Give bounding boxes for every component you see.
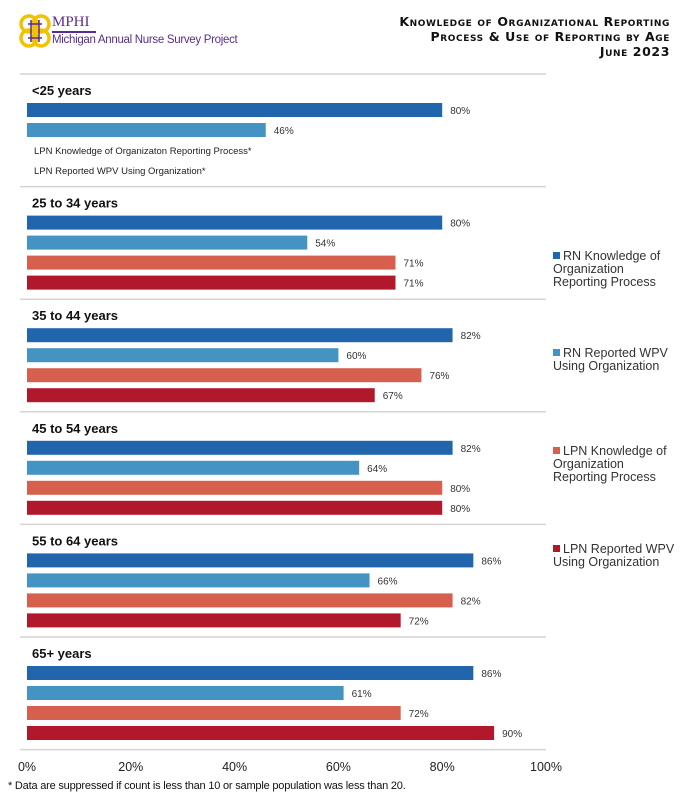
data-label: 80%	[450, 219, 470, 230]
legend-swatch	[553, 252, 560, 259]
title-line: Knowledge of Organizational Reporting	[399, 14, 670, 29]
x-tick-label: 20%	[118, 760, 143, 774]
footnote: * Data are suppressed if count is less t…	[8, 780, 406, 792]
bar	[27, 613, 401, 628]
logo-knot-icon	[19, 14, 51, 48]
bar	[27, 500, 443, 515]
legend-label: RN Knowledge of Organization Reporting P…	[553, 249, 661, 289]
chart-title: Knowledge of Organizational Reporting Pr…	[399, 14, 670, 59]
data-label: 80%	[450, 106, 470, 117]
suppressed-note: LPN Reported WPV Using Organization*	[34, 166, 206, 177]
category-label: 65+ years	[32, 646, 92, 661]
data-label: 82%	[461, 331, 481, 342]
category-label: 35 to 44 years	[32, 308, 118, 323]
bar	[27, 215, 443, 230]
category-label: 25 to 34 years	[32, 196, 118, 211]
logo-name: MPHI	[52, 14, 96, 33]
suppressed-note: LPN Knowledge of Organizaton Reporting P…	[34, 146, 252, 157]
data-label: 72%	[409, 709, 429, 720]
legend-item: RN Reported WPV Using Organization	[553, 347, 678, 373]
title-line: June 2023	[599, 44, 670, 59]
x-tick-label: 100%	[530, 760, 562, 774]
x-tick-label: 60%	[326, 760, 351, 774]
bar	[27, 255, 396, 270]
data-label: 60%	[346, 351, 366, 362]
legend-item: RN Knowledge of Organization Reporting P…	[553, 250, 678, 289]
data-label: 86%	[481, 669, 501, 680]
category-label: 55 to 64 years	[32, 533, 118, 548]
bar	[27, 593, 453, 608]
data-label: 72%	[409, 616, 429, 627]
bar	[27, 348, 339, 363]
data-label: 64%	[367, 464, 387, 475]
data-label: 66%	[378, 576, 398, 587]
data-label: 90%	[502, 729, 522, 740]
logo-subtitle: Michigan Annual Nurse Survey Project	[52, 34, 238, 46]
bar	[27, 666, 474, 680]
bar	[27, 573, 370, 588]
legend-label: RN Reported WPV Using Organization	[553, 346, 668, 373]
data-label: 80%	[450, 504, 470, 515]
data-label: 82%	[461, 444, 481, 455]
legend-item: LPN Reported WPV Using Organization	[553, 543, 678, 569]
data-label: 82%	[461, 596, 481, 607]
bar	[27, 553, 474, 568]
bar	[27, 706, 401, 720]
x-tick-label: 0%	[18, 760, 36, 774]
legend-label: LPN Reported WPV Using Organization	[553, 542, 675, 569]
legend-swatch	[553, 545, 560, 552]
data-label: 76%	[429, 371, 449, 382]
bar	[27, 123, 266, 137]
bar	[27, 103, 443, 117]
x-tick-label: 80%	[430, 760, 455, 774]
bar	[27, 368, 422, 383]
bar	[27, 686, 344, 700]
data-label: 71%	[403, 259, 423, 270]
title-line: Process & Use of Reporting by Age	[430, 29, 670, 44]
bar	[27, 460, 360, 475]
bar	[27, 388, 375, 403]
mphi-logo: MPHI Michigan Annual Nurse Survey Projec…	[18, 12, 238, 52]
legend-swatch	[553, 447, 560, 454]
data-label: 67%	[383, 391, 403, 402]
data-label: 54%	[315, 239, 335, 250]
legend-item: LPN Knowledge of Organization Reporting …	[553, 445, 678, 484]
x-tick-label: 40%	[222, 760, 247, 774]
bar	[27, 235, 308, 250]
bar	[27, 328, 453, 343]
data-label: 46%	[274, 126, 294, 137]
legend-swatch	[553, 349, 560, 356]
bar	[27, 726, 495, 740]
bar	[27, 275, 396, 290]
bar	[27, 480, 443, 495]
category-label: <25 years	[32, 83, 92, 98]
category-label: 45 to 54 years	[32, 421, 118, 436]
data-label: 86%	[481, 556, 501, 567]
legend-label: LPN Knowledge of Organization Reporting …	[553, 444, 667, 484]
bar	[27, 440, 453, 455]
data-label: 61%	[352, 689, 372, 700]
data-label: 80%	[450, 484, 470, 495]
data-label: 71%	[403, 279, 423, 290]
